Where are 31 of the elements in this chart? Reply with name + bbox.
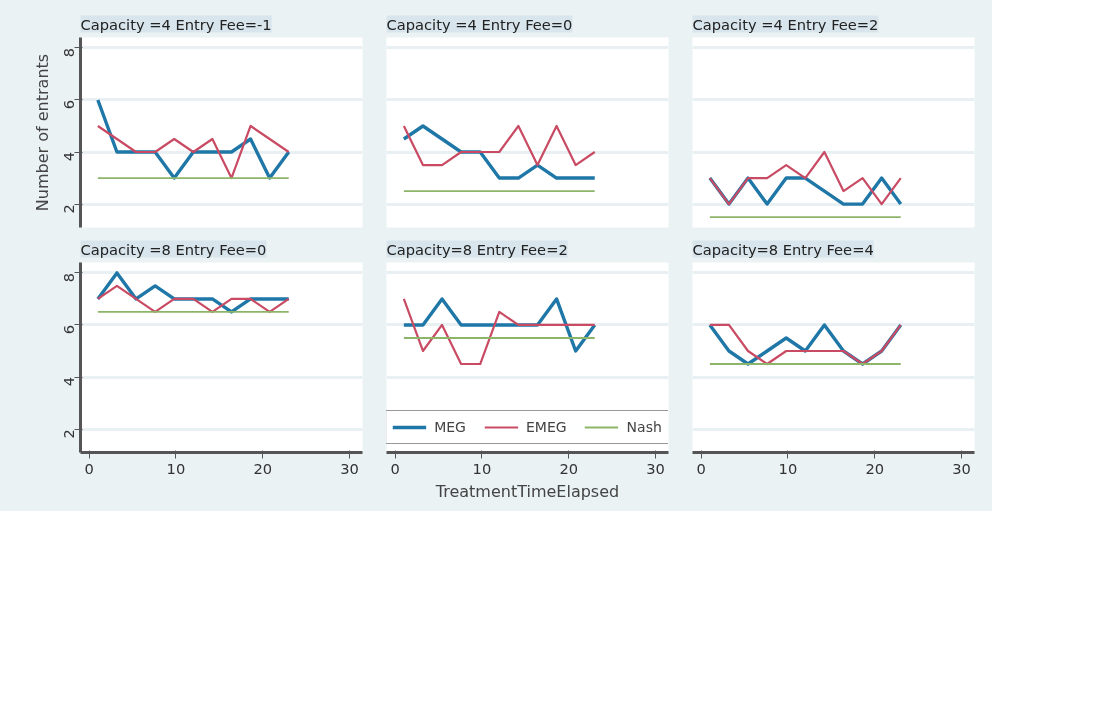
x-tick-label: 0 (390, 459, 400, 477)
chart-title: Capacity =4 Entry Fee=-1 (80, 15, 272, 33)
chart-title: Capacity =8 Entry Fee=0 (80, 240, 267, 258)
y-tick-label: 4 (60, 152, 78, 162)
x-axis-title: TreatmentTimeElapsed (434, 481, 620, 501)
legend-label: EMEG (525, 419, 567, 435)
x-tick-label: 0 (84, 459, 94, 477)
y-tick-label: 6 (60, 324, 78, 335)
x-tick-label: 20 (865, 459, 885, 477)
y-tick-label: 6 (60, 99, 78, 110)
chart-title: Capacity=8 Entry Fee=4 (692, 240, 874, 258)
y-tick-label: 8 (60, 47, 78, 58)
chart-title: Capacity=8 Entry Fee=2 (386, 240, 568, 258)
y-tick-label: 4 (60, 377, 78, 387)
chart-title: Capacity =4 Entry Fee=0 (386, 15, 573, 33)
x-tick-label: 30 (646, 459, 665, 477)
x-tick-label: 0 (696, 459, 706, 477)
x-tick-label: 30 (952, 459, 971, 477)
chart-title: Capacity =4 Entry Fee=2 (692, 15, 879, 33)
y-tick-label: 8 (60, 272, 78, 283)
y-axis-title: Number of entrants (32, 53, 52, 212)
x-tick-label: 30 (340, 459, 359, 477)
x-tick-label: 10 (778, 459, 798, 477)
x-tick-label: 20 (559, 459, 579, 477)
legend-label: MEG (434, 419, 466, 435)
x-tick-label: 20 (253, 459, 273, 477)
y-tick-label: 2 (60, 429, 78, 439)
x-tick-label: 10 (472, 459, 492, 477)
x-tick-label: 10 (166, 459, 186, 477)
y-tick-label: 2 (60, 204, 78, 214)
legend-label: Nash (626, 419, 662, 435)
